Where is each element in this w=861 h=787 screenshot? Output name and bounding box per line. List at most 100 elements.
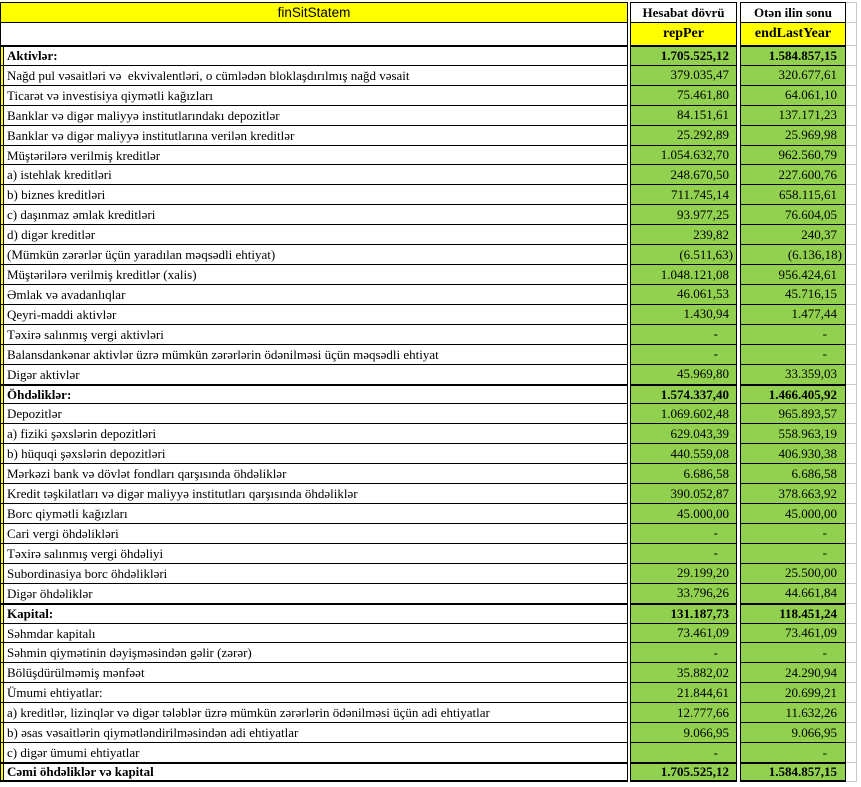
column-gap xyxy=(737,642,740,663)
column-gap xyxy=(628,463,630,484)
report-period-value-cell: 21.844,61 xyxy=(630,682,737,703)
right-margin-gridline xyxy=(846,702,857,723)
table-row: Kredit təşkilatları və digər maliyyə ins… xyxy=(0,483,861,504)
right-edge xyxy=(857,84,861,105)
column-gap xyxy=(628,662,630,683)
column-gap xyxy=(737,264,740,284)
left-accent-strip xyxy=(0,622,4,643)
right-margin-gridline xyxy=(846,582,857,603)
column-gap xyxy=(737,622,740,643)
report-period-value-cell: 25.292,89 xyxy=(630,124,737,145)
column-gap xyxy=(628,403,630,424)
row-label-cell: Banklar və digər maliyyə institutlarına … xyxy=(4,124,628,145)
left-accent-strip xyxy=(0,761,4,782)
last-year-value-cell: 45.000,00 xyxy=(740,503,846,523)
column-gap xyxy=(737,283,740,304)
table-row: (Mümkün zərərlər üçün yaradılan məqsədli… xyxy=(0,244,861,265)
last-year-value-cell: 20.699,21 xyxy=(740,682,846,703)
column-gap xyxy=(737,204,740,225)
column-gap xyxy=(628,104,630,125)
field-code-endlastyear: endLastYear xyxy=(740,22,846,45)
last-year-value-cell: 320.677,61 xyxy=(740,64,846,85)
report-period-value-cell: 131.187,73 xyxy=(630,602,737,623)
last-year-value-cell: 378.663,92 xyxy=(740,483,846,504)
report-period-value-cell: 29.199,20 xyxy=(630,562,737,583)
column-gap xyxy=(737,323,740,344)
right-edge xyxy=(857,702,861,723)
last-year-value-cell: 44.661,84 xyxy=(740,582,846,603)
column-gap xyxy=(737,423,740,444)
row-label-cell: a) fiziki şəxslərin depozitləri xyxy=(4,423,628,444)
left-accent-strip xyxy=(0,423,4,444)
report-period-value-cell: (6.511,63) xyxy=(630,244,737,265)
report-period-value-cell: 9.066,95 xyxy=(630,722,737,743)
last-year-value-cell: - xyxy=(740,642,846,663)
last-year-value-cell: 1.584.857,15 xyxy=(740,761,846,782)
right-margin-gridline xyxy=(846,184,857,205)
column-gap xyxy=(737,343,740,364)
last-year-value-cell: 73.461,09 xyxy=(740,622,846,643)
report-period-value-cell: 75.461,80 xyxy=(630,84,737,105)
column-gap xyxy=(737,602,740,623)
report-period-value-cell: 1.048.121,08 xyxy=(630,264,737,284)
last-year-value-cell: 9.066,95 xyxy=(740,722,846,743)
table-body: Aktivlər: 1.705.525,12 1.584.857,15 Nağd… xyxy=(0,45,861,782)
right-margin-gridline xyxy=(846,682,857,703)
table-row: b) biznes kreditləri 711.745,14 658.115,… xyxy=(0,184,861,205)
table-row: b) hüquqi şəxslərin depozitləri 440.559,… xyxy=(0,443,861,464)
column-gap xyxy=(628,722,630,743)
column-gap xyxy=(737,582,740,603)
column-gap xyxy=(737,562,740,583)
last-year-value-cell: 558.963,19 xyxy=(740,423,846,444)
left-accent-strip xyxy=(0,403,4,424)
right-edge xyxy=(857,602,861,623)
report-period-value-cell: 1.069.602,48 xyxy=(630,403,737,424)
column-gap xyxy=(737,443,740,464)
table-row: Səhmin qiymətinin dəyişməsindən gəlir (z… xyxy=(0,642,861,663)
column-gap xyxy=(737,722,740,743)
right-edge xyxy=(857,323,861,344)
left-accent-strip xyxy=(0,164,4,185)
table-row: Bölüşdürülməmiş mənfəət 35.882,02 24.290… xyxy=(0,662,861,683)
right-margin-gridline xyxy=(846,303,857,324)
last-year-value-cell: 1.466.405,92 xyxy=(740,383,846,404)
right-margin-gridline xyxy=(846,144,857,165)
row-label-cell: Təxirə salınmış vergi öhdəliyi xyxy=(4,542,628,563)
last-year-value-cell: 45.716,15 xyxy=(740,283,846,304)
right-margin-gridline xyxy=(846,642,857,663)
row-label-cell: Cəmi öhdəliklər və kapital xyxy=(4,761,628,782)
right-margin-gridline xyxy=(846,722,857,743)
left-accent-strip xyxy=(0,722,4,743)
row-label-cell: a) istehlak kreditləri xyxy=(4,164,628,185)
column-gap xyxy=(628,443,630,464)
last-year-value-cell: 1.477,44 xyxy=(740,303,846,324)
empty-label-cell xyxy=(0,22,628,45)
column-gap xyxy=(737,503,740,523)
column-gap xyxy=(628,303,630,324)
left-accent-strip xyxy=(0,303,4,324)
column-gap xyxy=(628,363,630,384)
column-gap xyxy=(737,64,740,85)
last-year-value-cell: (6.136,18) xyxy=(740,244,846,265)
left-accent-strip xyxy=(0,542,4,563)
last-year-value-cell: 64.061,10 xyxy=(740,84,846,105)
table-row: a) fiziki şəxslərin depozitləri 629.043,… xyxy=(0,423,861,444)
column-gap xyxy=(628,562,630,583)
column-gap xyxy=(628,283,630,304)
right-edge xyxy=(857,45,861,65)
right-edge xyxy=(857,184,861,205)
column-gap xyxy=(628,204,630,225)
report-period-value-cell: - xyxy=(630,542,737,563)
row-label-cell: Müştərilərə verilmiş kreditlər (xalis) xyxy=(4,264,628,284)
table-row: c) daşınmaz əmlak kreditləri 93.977,25 7… xyxy=(0,204,861,225)
table-row: Səhmdar kapitalı 73.461,09 73.461,09 xyxy=(0,622,861,643)
row-label-cell: Qeyri-maddi aktivlər xyxy=(4,303,628,324)
right-margin-gridline xyxy=(846,104,857,125)
row-label-cell: Mərkəzi bank və dövlət fondları qarşısın… xyxy=(4,463,628,484)
last-year-value-cell: 118.451,24 xyxy=(740,602,846,623)
column-gap xyxy=(628,702,630,723)
right-edge xyxy=(857,164,861,185)
right-edge xyxy=(857,542,861,563)
table-row: Depozitlər 1.069.602,48 965.893,57 xyxy=(0,403,861,424)
right-margin-gridline xyxy=(846,443,857,464)
